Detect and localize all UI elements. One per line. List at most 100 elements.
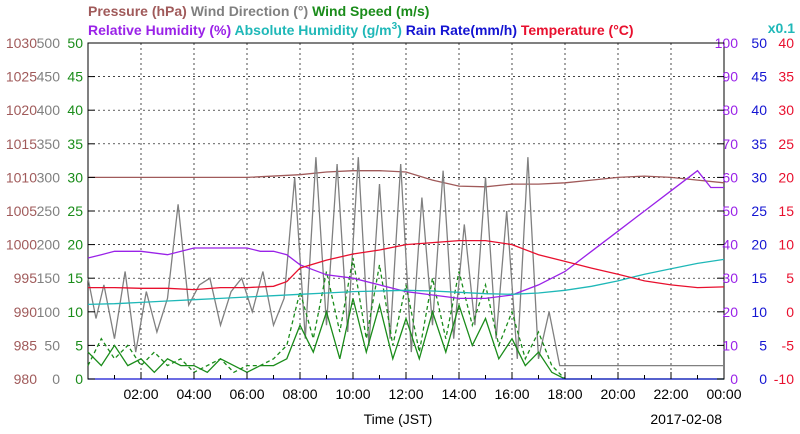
rain-axis-label: 0: [759, 371, 767, 387]
temp-axis-label: -5: [782, 337, 795, 353]
rh-axis-label: 10: [722, 337, 738, 353]
pressure-axis-label: 1005: [6, 203, 37, 219]
wind-dir-axis-label: 250: [37, 203, 61, 219]
rh-axis-label: 100: [715, 35, 739, 51]
wind-speed-axis-label: 5: [75, 337, 83, 353]
wind-dir-axis-label: 100: [37, 304, 61, 320]
y-axes: 9809859909951000100510101015102010251030…: [6, 35, 794, 387]
svg-text:Pressure (hPa) Wind Direction: Pressure (hPa) Wind Direction (°) Wind S…: [88, 3, 429, 19]
rain-axis-label: 35: [751, 136, 767, 152]
legend-wind_dir: Wind Direction (°): [187, 3, 308, 19]
wind-dir-axis-label: 50: [44, 337, 60, 353]
wind-dir-axis-label: 350: [37, 136, 61, 152]
series-pressure: [88, 170, 725, 188]
x-tick-label: 10:00: [335, 386, 370, 402]
rain-axis-label: 40: [751, 102, 767, 118]
wind-dir-axis-label: 0: [52, 371, 60, 387]
series-wind-speed: [87, 298, 724, 380]
x-tick-label: 06:00: [229, 386, 264, 402]
wind-speed-axis-label: 25: [67, 203, 83, 219]
pressure-axis-label: 1015: [6, 136, 37, 152]
x-tick-label: 16:00: [494, 386, 529, 402]
rain-axis-label: 15: [751, 270, 767, 286]
legend-ah: Absolute Humidity (g/m: [231, 22, 391, 38]
temp-axis-label: 25: [778, 136, 794, 152]
svg-text:Relative Humidity (%) Absolut: Relative Humidity (%) Absolute Humidity …: [88, 21, 634, 38]
series-absolute-humidity: [87, 258, 725, 306]
pressure-axis-label: 985: [14, 337, 38, 353]
rh-axis-label: 0: [730, 371, 738, 387]
pressure-axis-label: 980: [14, 371, 38, 387]
rain-axis-label: 50: [751, 35, 767, 51]
x-axis-label: Time (JST): [364, 411, 433, 427]
rh-axis-label: 60: [722, 169, 738, 185]
series-wind-direction: [87, 157, 724, 367]
rain-axis-label: 5: [759, 337, 767, 353]
temp-axis-label: 5: [786, 270, 794, 286]
wind-speed-axis-label: 15: [67, 270, 83, 286]
pressure-axis-label: 995: [14, 270, 38, 286]
temp-axis-label: 0: [786, 304, 794, 320]
wind-speed-axis-label: 30: [67, 169, 83, 185]
rh-axis-label: 20: [722, 304, 738, 320]
x-axis: 02:00 04:00 06:00 08:00 10:00 12:00 14:00 16:00…: [87, 372, 742, 402]
x-tick-label: 22:00: [653, 386, 688, 402]
rain-axis-label: 20: [751, 237, 767, 253]
rh-axis-label: 30: [722, 270, 738, 286]
temp-axis-label: 40: [778, 35, 794, 51]
wind-speed-axis-label: 20: [67, 237, 83, 253]
pressure-axis-label: 1030: [6, 35, 37, 51]
legend-pressure: Pressure (hPa): [88, 3, 187, 19]
wind-speed-axis-label: 50: [67, 35, 83, 51]
rh-axis-label: 40: [722, 237, 738, 253]
temp-axis-label: 30: [778, 102, 794, 118]
x-tick-label: 02:00: [123, 386, 158, 402]
pressure-axis-label: 1000: [6, 237, 37, 253]
x-tick-label: 08:00: [282, 386, 317, 402]
legend: Pressure (hPa) Wind Direction (°) Wind S…: [88, 3, 795, 38]
rh-axis-label: 90: [722, 69, 738, 85]
legend-rh: Relative Humidity (%): [88, 22, 231, 38]
rain-axis-label: 45: [751, 69, 767, 85]
x-tick-label: 12:00: [388, 386, 423, 402]
pressure-axis-label: 1025: [6, 69, 37, 85]
pressure-axis-label: 990: [14, 304, 38, 320]
legend-temp: Temperature (°C): [517, 22, 634, 38]
rain-axis-label: 25: [751, 203, 767, 219]
series-relative-humidity: [87, 169, 724, 300]
temp-axis-label: 15: [778, 203, 794, 219]
x-tick-label: 14:00: [441, 386, 476, 402]
legend-wind_speed: Wind Speed (m/s): [308, 3, 429, 19]
wind-dir-axis-label: 200: [37, 237, 61, 253]
series-wind-speed-gust: [87, 257, 566, 380]
rh-axis-label: 80: [722, 102, 738, 118]
temp-axis-label: 20: [778, 169, 794, 185]
series-temperature: [88, 239, 725, 291]
temp-axis-label: 10: [778, 237, 794, 253]
temp-axis-label: 35: [778, 69, 794, 85]
wind-dir-axis-label: 400: [37, 102, 61, 118]
legend-rain: Rain Rate(mm/h): [402, 22, 517, 38]
wind-dir-axis-label: 450: [37, 69, 61, 85]
pressure-axis-label: 1010: [6, 169, 37, 185]
wind-dir-axis-label: 500: [37, 35, 61, 51]
pressure-axis-label: 1020: [6, 102, 37, 118]
x-tick-label: 20:00: [600, 386, 635, 402]
temp-axis-label: -10: [774, 371, 794, 387]
x-tick-label: 04:00: [176, 386, 211, 402]
wind-speed-axis-label: 0: [75, 371, 83, 387]
scale-note: x0.1: [768, 20, 795, 36]
rain-axis-label: 30: [751, 169, 767, 185]
rh-axis-label: 50: [722, 203, 738, 219]
x-tick-label: 00:00: [706, 386, 741, 402]
gridlines: [88, 43, 724, 379]
wind-speed-axis-label: 45: [67, 69, 83, 85]
rh-axis-label: 70: [722, 136, 738, 152]
wind-dir-axis-label: 150: [37, 270, 61, 286]
wind-speed-axis-label: 10: [67, 304, 83, 320]
x-tick-label: 18:00: [547, 386, 582, 402]
wind-speed-axis-label: 40: [67, 102, 83, 118]
rain-axis-label: 10: [751, 304, 767, 320]
chart-date: 2017-02-08: [650, 411, 722, 427]
